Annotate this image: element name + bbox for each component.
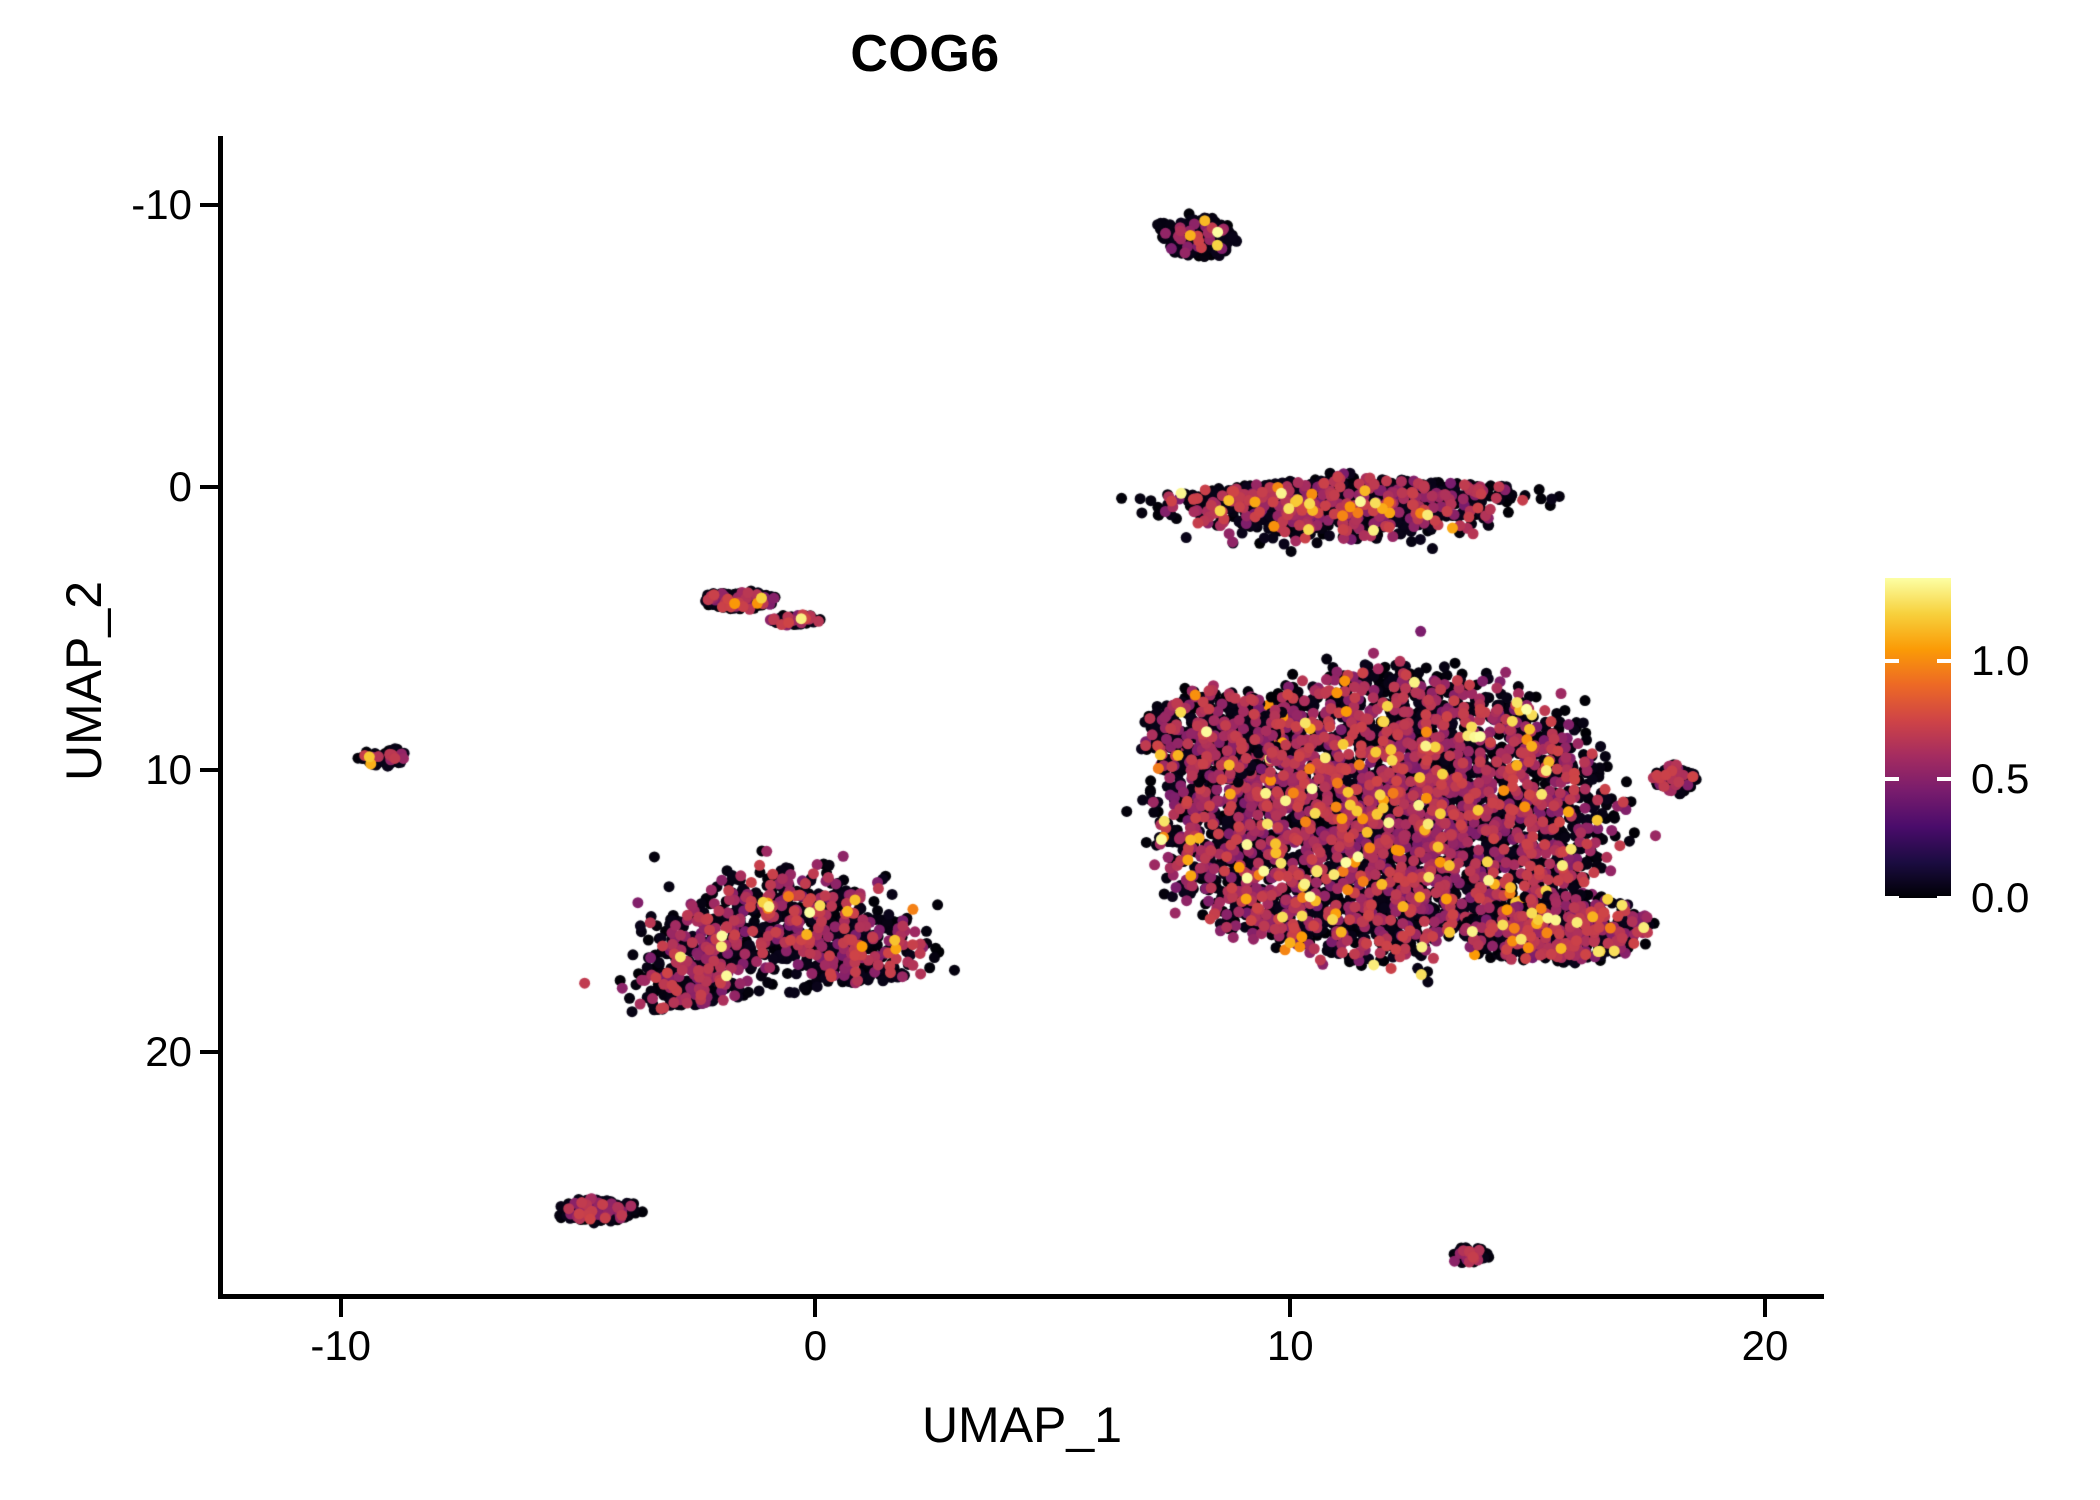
y-tick-label-neg10: -10 (131, 180, 192, 228)
y-tick-label-0: 0 (168, 463, 192, 511)
x-tick-mark-20 (1763, 1299, 1768, 1317)
colorbar-label-1: 1.0 (1971, 636, 2030, 684)
colorbar-tick-left-1 (1885, 658, 1899, 663)
colorbar-gradient (1885, 578, 1951, 898)
colorbar-tick-right-1 (1937, 658, 1951, 663)
x-tick-label-neg10: -10 (310, 1322, 372, 1369)
x-tick-label-0: 0 (803, 1322, 828, 1369)
colorbar-legend: 1.0 0.5 0.0 (1885, 578, 2029, 919)
x-axis-line (218, 1294, 1824, 1299)
x-tick-mark-10 (1288, 1299, 1293, 1317)
y-tick-mark-10 (200, 767, 218, 772)
y-axis-title: UMAP_2 (56, 580, 112, 782)
plot-panel (222, 140, 1822, 1295)
x-tick-mark-0 (813, 1299, 818, 1317)
y-tick-mark-0 (200, 485, 218, 490)
umap-scatter-canvas (222, 140, 1822, 1295)
x-axis-title: UMAP_1 (921, 1397, 1123, 1453)
page-title: COG6 (850, 25, 1000, 83)
x-tick-label-10: 10 (1266, 1322, 1314, 1369)
colorbar-label-0: 0.0 (1971, 874, 2030, 921)
y-tick-label-20: 20 (145, 1028, 192, 1076)
y-tick-label-10: 10 (145, 745, 192, 793)
colorbar-tick-right-0 (1937, 896, 1951, 900)
y-tick-mark-neg10 (200, 202, 218, 207)
colorbar-tick-right-05 (1937, 777, 1951, 782)
colorbar-tick-left-05 (1885, 777, 1899, 782)
x-tick-label-20: 20 (1741, 1322, 1789, 1369)
y-tick-mark-20 (200, 1050, 218, 1055)
colorbar-label-05: 0.5 (1971, 755, 2030, 803)
x-tick-mark-neg10 (338, 1299, 343, 1317)
colorbar-tick-left-0 (1885, 896, 1899, 900)
y-axis-line (218, 136, 223, 1299)
